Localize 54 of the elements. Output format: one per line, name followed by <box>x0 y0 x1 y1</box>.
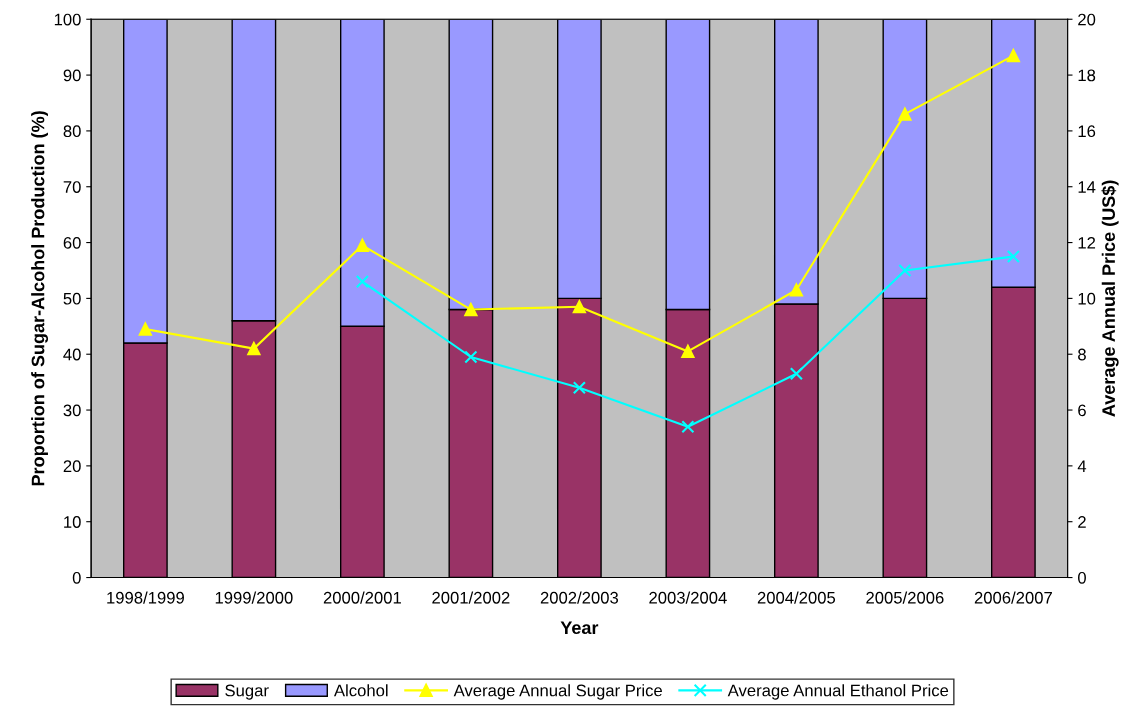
y2-tick-label: 6 <box>1078 404 1086 417</box>
y2-tick-label: 8 <box>1078 348 1086 361</box>
legend-label: Sugar <box>225 684 269 700</box>
y2-tick-label: 20 <box>1078 13 1096 26</box>
y2-axis-title: Average Annual Price (US$) <box>1101 180 1119 417</box>
y-tick-label: 60 <box>63 236 81 249</box>
x-tick-label: 1999/2000 <box>215 591 293 604</box>
x-tick-label: 2006/2007 <box>974 591 1052 604</box>
y-tick-label: 0 <box>72 571 81 584</box>
point <box>898 107 912 121</box>
point <box>247 342 261 356</box>
y2-tick-label: 18 <box>1078 69 1096 82</box>
point <box>138 322 152 336</box>
point <box>464 350 478 364</box>
legend-label: Alcohol <box>333 684 388 697</box>
point <box>464 302 478 317</box>
y2-tick-label: 2 <box>1078 516 1086 528</box>
y-axis-title: Proportion of Sugar-Alcohol Production (%) <box>31 111 49 486</box>
legend-label: Average Annual Sugar Price <box>453 684 662 700</box>
y-tick-label: 70 <box>63 181 81 193</box>
point <box>1006 48 1020 63</box>
point <box>898 263 912 278</box>
y-tick-label: 30 <box>63 404 81 417</box>
y2-tick-label: 4 <box>1077 460 1087 472</box>
y-tick-label: 90 <box>63 69 81 82</box>
y-tick-label: 100 <box>54 13 81 26</box>
point <box>789 283 803 297</box>
point <box>572 381 586 395</box>
point <box>681 344 695 359</box>
x-tick-label: 2001/2002 <box>432 591 510 604</box>
legend-label: Average Annual Ethanol Price <box>727 684 949 700</box>
y-tick-label: 10 <box>64 516 81 528</box>
y-tick-label: 80 <box>63 125 81 138</box>
y2-tick-label: 14 <box>1078 181 1096 193</box>
y2-tick-label: 12 <box>1078 236 1096 249</box>
point <box>681 420 695 434</box>
point <box>1006 249 1020 264</box>
point <box>355 275 369 289</box>
x-tick-label: 2000/2001 <box>323 591 401 604</box>
point <box>789 367 803 381</box>
y-tick-label: 50 <box>63 292 81 305</box>
x-tick-label: 1998/1999 <box>107 591 184 604</box>
x-axis-title: Year <box>560 621 599 635</box>
y2-tick-label: 10 <box>1078 292 1096 305</box>
y2-tick-label: 0 <box>1078 571 1086 584</box>
y-tick-label: 20 <box>63 460 81 473</box>
y-tick-label: 40 <box>63 348 81 361</box>
x-tick-label: 2003/2004 <box>649 591 727 604</box>
x-tick-label: 2002/2003 <box>540 591 619 604</box>
y2-tick-label: 16 <box>1078 125 1096 138</box>
x-tick-label: 2005/2006 <box>866 591 944 604</box>
point <box>355 238 369 252</box>
x-tick-label: 2004/2005 <box>757 591 836 604</box>
point <box>572 300 586 314</box>
